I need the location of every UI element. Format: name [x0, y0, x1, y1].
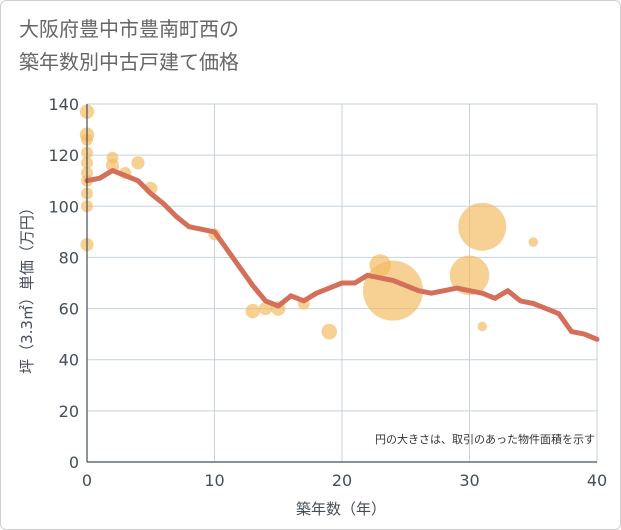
y-tick-label: 0 — [69, 453, 79, 472]
chart-title: 大阪府豊中市豊南町西の 築年数別中古戸建て価格 — [19, 17, 239, 74]
x-tick-label: 20 — [332, 471, 352, 490]
data-bubble — [449, 255, 490, 296]
average-price-line — [84, 168, 600, 342]
x-tick-label: 30 — [459, 471, 479, 490]
axis-layer: 0 20 40 60 80 100 120 140 0 10 20 30 40 — [48, 95, 607, 490]
y-tick-label: 40 — [59, 351, 79, 370]
line-layer — [84, 168, 600, 342]
data-bubble — [477, 321, 488, 332]
data-bubble — [245, 303, 260, 319]
data-bubble — [105, 158, 120, 172]
y-tick-label: 140 — [48, 95, 79, 114]
data-bubble — [321, 323, 338, 340]
grid-layer — [86, 103, 598, 463]
data-bubble — [458, 202, 507, 251]
size-note: 円の大きさは、取引のあった物件面積を示す — [375, 432, 595, 446]
y-tick-label: 80 — [59, 248, 79, 267]
data-bubble — [528, 237, 539, 247]
x-tick-label: 10 — [204, 471, 224, 490]
x-tick-label: 40 — [587, 471, 607, 490]
y-tick-label: 120 — [48, 146, 79, 165]
x-tick-label: 0 — [82, 471, 92, 490]
y-tick-label: 20 — [59, 402, 79, 421]
y-tick-label: 100 — [48, 197, 79, 216]
data-bubble — [131, 156, 145, 170]
y-tick-label: 60 — [59, 300, 79, 319]
data-bubble — [258, 301, 273, 316]
y-axis-label: 坪（3.3㎡）単価（万円） — [18, 200, 36, 374]
x-axis-label: 築年数（年） — [296, 500, 386, 518]
